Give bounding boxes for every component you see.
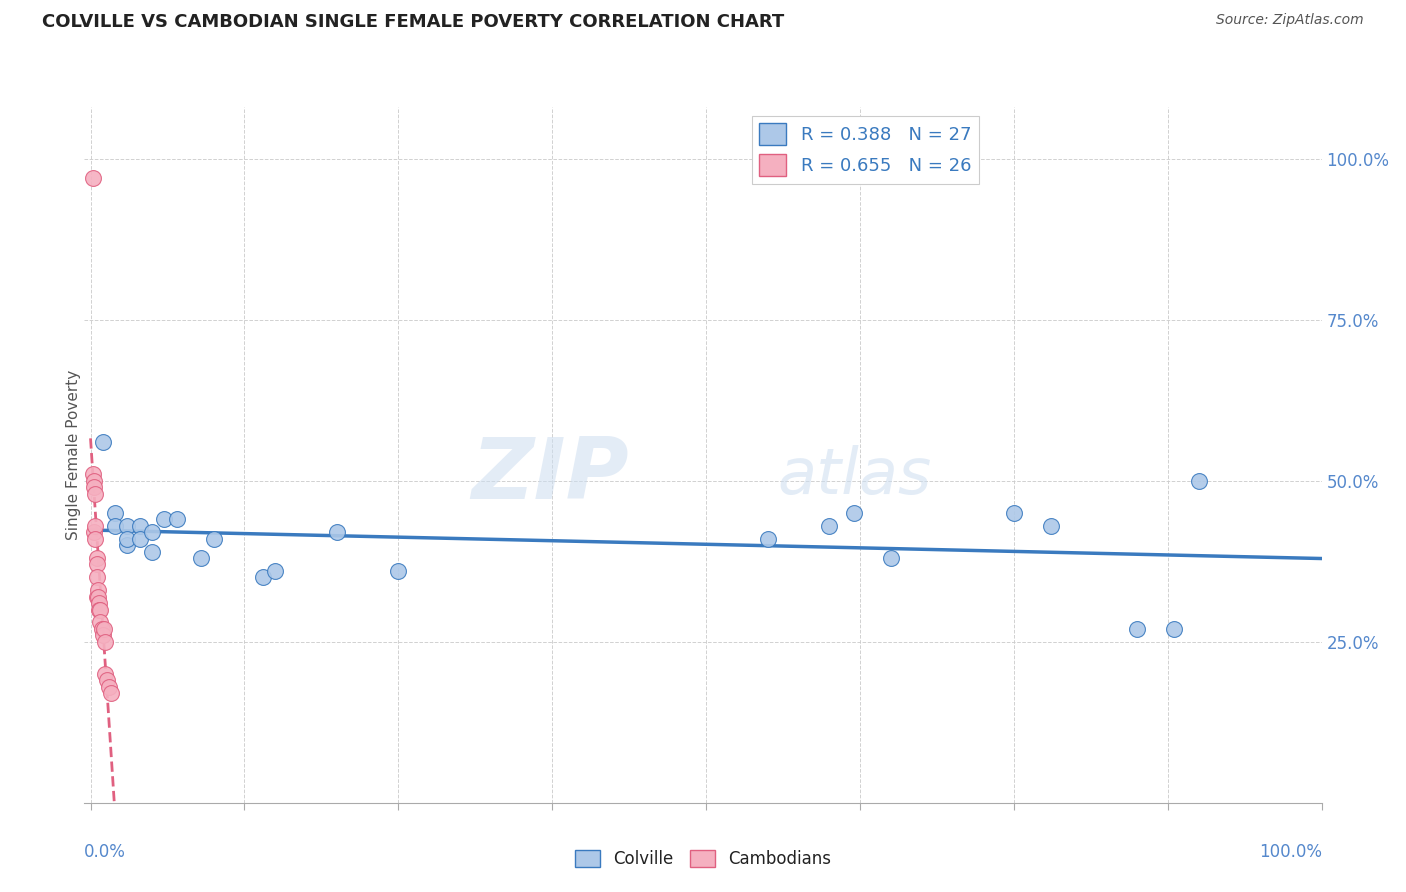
Point [842, 506, 865, 520]
Text: atlas: atlas [778, 445, 932, 507]
Point [86, 590, 108, 604]
Point [264, 564, 287, 578]
Point [128, 532, 150, 546]
Point [153, 512, 176, 526]
Point [94, 667, 117, 681]
Text: 0.0%: 0.0% [84, 843, 127, 861]
Point [1002, 506, 1025, 520]
Point [89, 602, 111, 616]
Point [84, 486, 107, 500]
Point [252, 570, 274, 584]
Point [756, 532, 779, 546]
Point [83, 474, 105, 488]
Point [117, 518, 139, 533]
Point [128, 518, 150, 533]
Point [82, 467, 104, 482]
Point [117, 532, 139, 546]
Point [100, 686, 122, 700]
Point [166, 512, 188, 526]
Point [87, 590, 110, 604]
Point [141, 544, 163, 558]
Point [1126, 622, 1149, 636]
Point [1187, 474, 1209, 488]
Point [89, 596, 111, 610]
Point [87, 583, 110, 598]
Legend: R = 0.388   N = 27, R = 0.655   N = 26: R = 0.388 N = 27, R = 0.655 N = 26 [752, 116, 979, 184]
Point [93, 622, 115, 636]
Point [86, 551, 108, 566]
Point [89, 602, 111, 616]
Y-axis label: Single Female Poverty: Single Female Poverty [66, 370, 80, 540]
Point [90, 622, 112, 636]
Point [91, 628, 114, 642]
Point [94, 634, 117, 648]
Legend: Colville, Cambodians: Colville, Cambodians [568, 843, 838, 875]
Point [190, 551, 212, 566]
Point [89, 615, 111, 630]
Point [202, 532, 225, 546]
Point [141, 525, 163, 540]
Text: 100.0%: 100.0% [1258, 843, 1322, 861]
Text: COLVILLE VS CAMBODIAN SINGLE FEMALE POVERTY CORRELATION CHART: COLVILLE VS CAMBODIAN SINGLE FEMALE POVE… [42, 13, 785, 31]
Point [83, 525, 105, 540]
Point [83, 480, 105, 494]
Point [91, 435, 114, 450]
Point [96, 673, 118, 688]
Point [880, 551, 903, 566]
Point [104, 506, 127, 520]
Point [1039, 518, 1062, 533]
Point [1163, 622, 1185, 636]
Point [104, 518, 127, 533]
Point [86, 570, 108, 584]
Text: ZIP: ZIP [471, 434, 628, 517]
Point [117, 538, 139, 552]
Text: Source: ZipAtlas.com: Source: ZipAtlas.com [1216, 13, 1364, 28]
Point [387, 564, 409, 578]
Point [818, 518, 841, 533]
Point [98, 680, 121, 694]
Point [84, 518, 107, 533]
Point [86, 558, 108, 572]
Point [82, 170, 104, 185]
Point [84, 532, 107, 546]
Point [326, 525, 349, 540]
